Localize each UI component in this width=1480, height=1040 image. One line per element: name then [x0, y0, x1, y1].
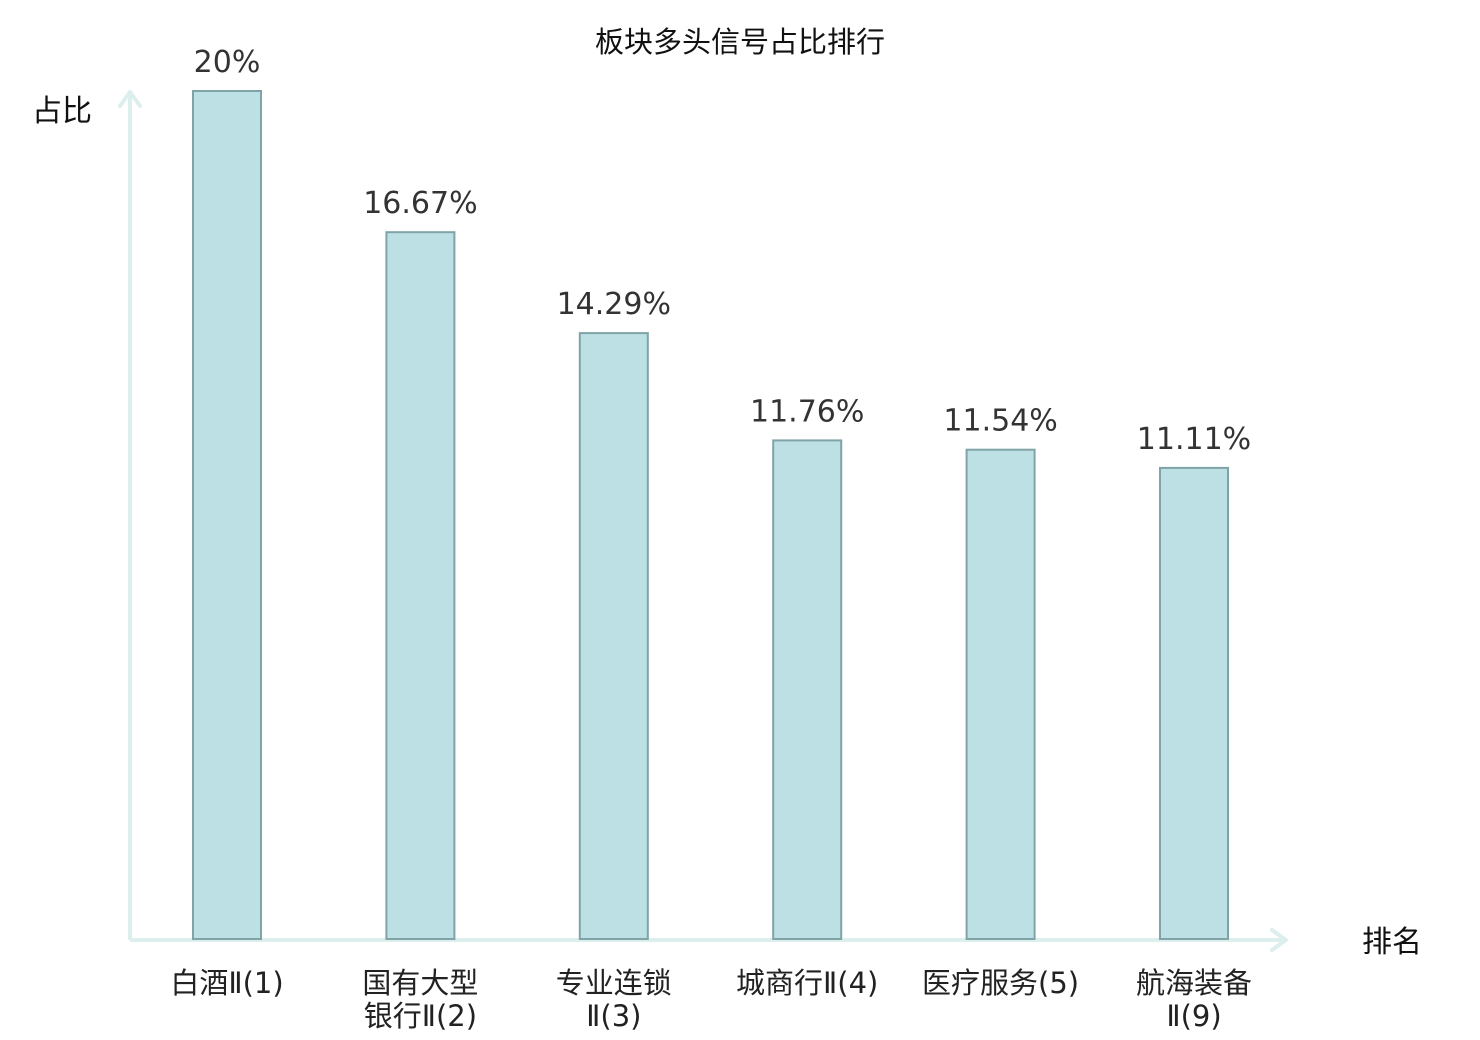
bar-3 — [578, 332, 649, 941]
category-label-2-line-1: 国有大型 — [362, 966, 478, 1000]
category-label-3-line-2: Ⅱ(3) — [586, 999, 641, 1033]
axes — [118, 90, 1288, 952]
x-axis-label: 排名 — [1362, 925, 1422, 960]
value-label-2: 16.67% — [363, 186, 477, 221]
value-label-3: 14.29% — [557, 287, 671, 322]
category-label-4: 城商行Ⅱ(4) — [736, 966, 878, 1000]
category-label-5: 医疗服务(5) — [922, 966, 1079, 1000]
chart-title: 板块多头信号占比排行 — [595, 25, 885, 59]
category-label-1: 白酒Ⅱ(1) — [170, 966, 283, 1000]
y-axis-arrow — [118, 90, 142, 108]
category-label-6-line-2: Ⅱ(9) — [1166, 999, 1221, 1033]
category-label-3-line-1: 专业连锁 — [556, 966, 672, 1000]
value-label-5: 11.54% — [943, 404, 1057, 439]
bars — [192, 90, 1229, 941]
bar-1 — [192, 90, 262, 940]
x-axis-arrow — [1270, 928, 1288, 952]
value-label-6: 11.11% — [1137, 422, 1251, 457]
bar-2 — [385, 231, 456, 940]
value-label-1: 20% — [194, 45, 261, 80]
category-label-6-line-1: 航海装备 — [1136, 966, 1252, 1000]
category-label-2-line-2: 银行Ⅱ(2) — [364, 999, 477, 1033]
y-axis-label: 占比 — [32, 94, 92, 129]
bar-4 — [772, 439, 843, 940]
bar-5 — [965, 448, 1036, 940]
value-label-4: 11.76% — [750, 394, 864, 429]
value-labels: 20% 16.67% 14.29% 11.76% 11.54% 11.11% — [194, 45, 1252, 457]
bar-6 — [1159, 466, 1229, 940]
